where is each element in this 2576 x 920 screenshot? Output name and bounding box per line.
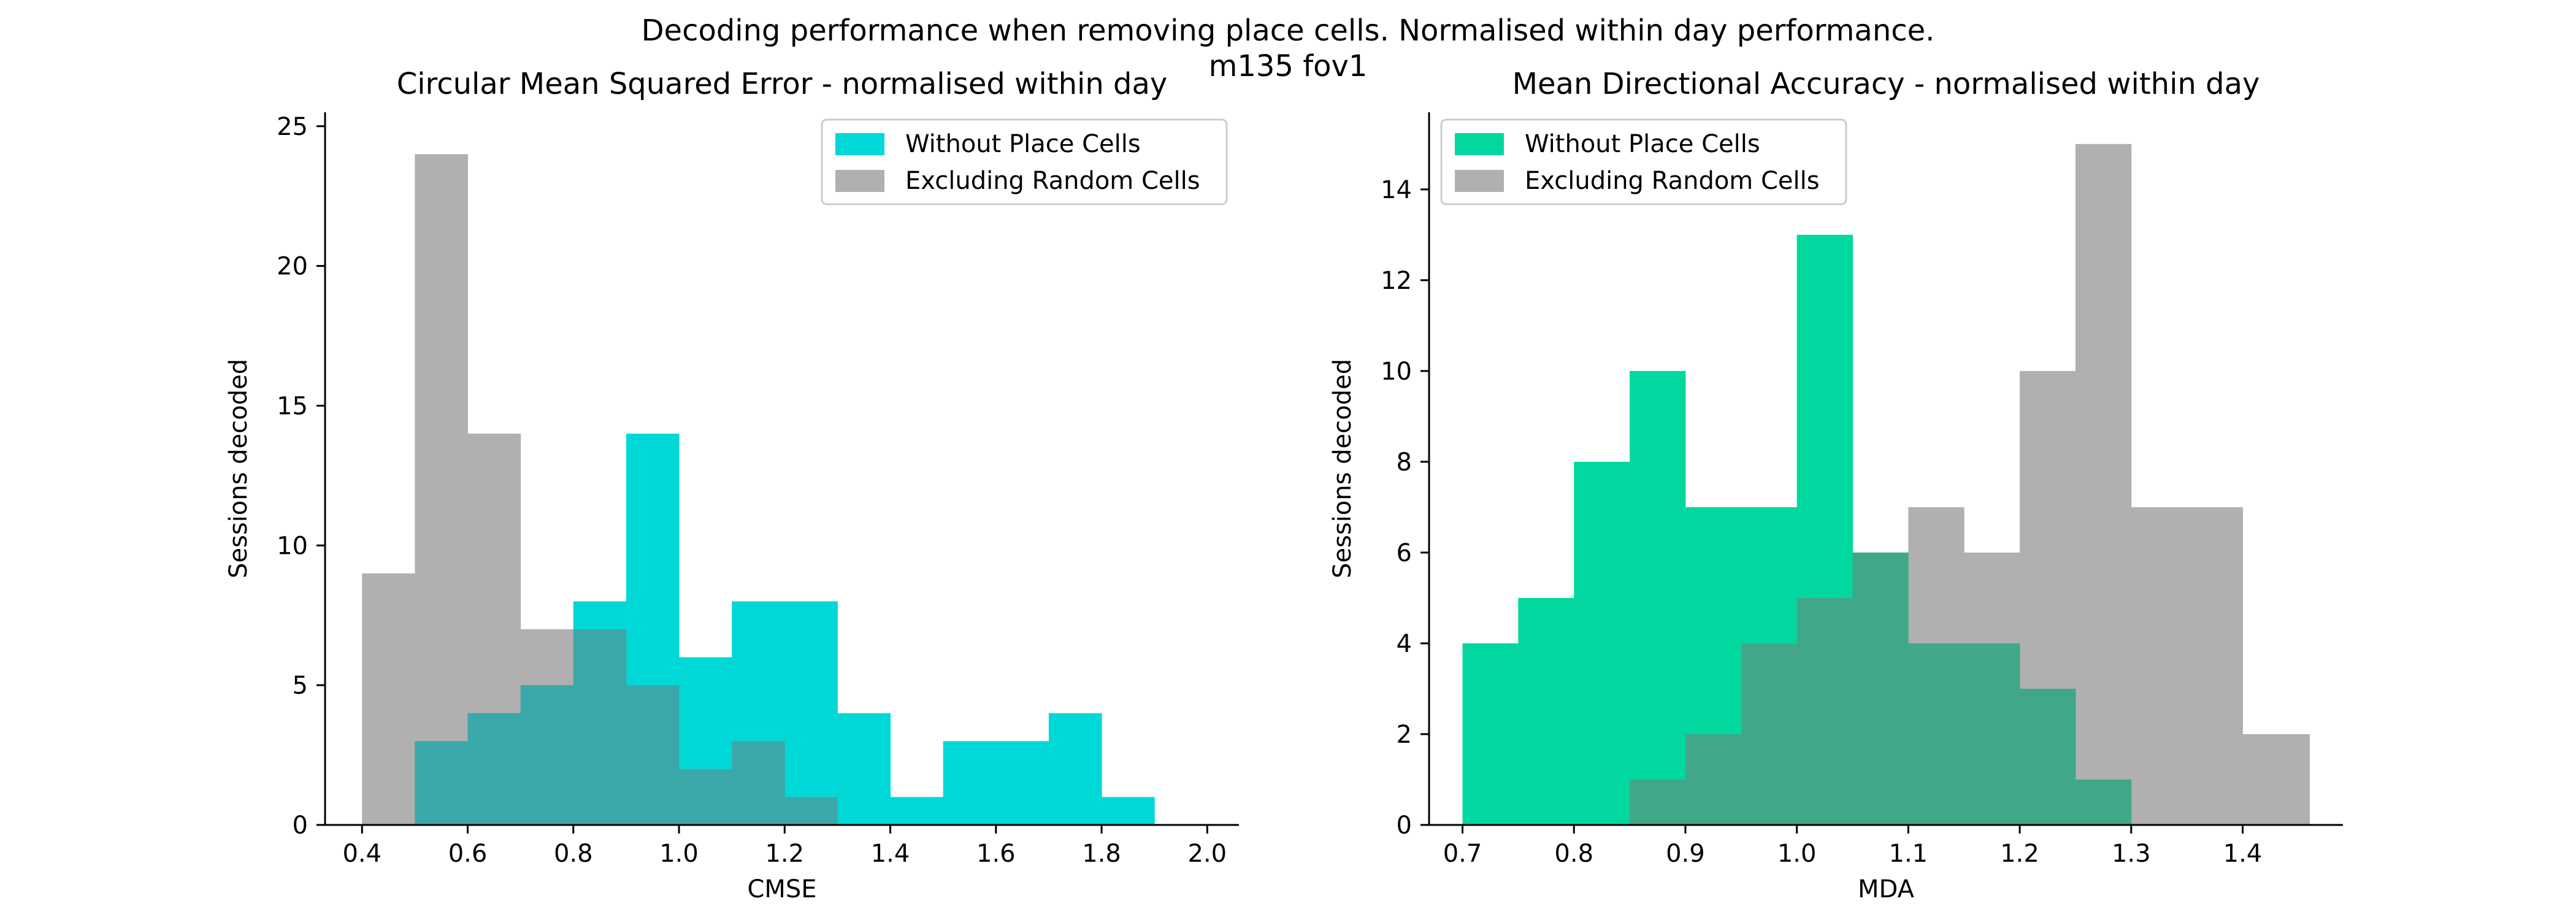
cmse-y-tick-label: 10 xyxy=(277,532,308,560)
mda-overlap-bar xyxy=(1685,734,1742,825)
mda-y-tick-label: 0 xyxy=(1397,811,1412,840)
cmse-y-tick-label: 25 xyxy=(277,113,308,141)
mda-x-tick-label: 0.7 xyxy=(1443,840,1482,868)
mda-bar xyxy=(2075,144,2132,825)
cmse-bar xyxy=(784,601,838,825)
mda-y-tick-label: 4 xyxy=(1397,630,1412,658)
mda-x-tick-label: 0.9 xyxy=(1666,840,1705,868)
cmse-y-tick-label: 15 xyxy=(277,392,308,420)
mda-overlap-bar xyxy=(1852,552,1909,825)
cmse-y-tick-label: 5 xyxy=(293,672,308,700)
cmse-x-axis-label: CMSE xyxy=(747,875,816,903)
mda-bar xyxy=(1630,370,1686,825)
mda-y-axis-label: Sessions decoded xyxy=(1328,359,1357,578)
mda-bar xyxy=(2187,507,2243,825)
mda-y-tick-label: 10 xyxy=(1381,358,1412,386)
cmse-bar xyxy=(943,741,997,825)
mda-overlap-bar xyxy=(1630,779,1686,825)
mda-overlap-bar xyxy=(2020,688,2076,825)
mda-overlap-bar xyxy=(2075,779,2132,825)
figure-suptitle-line2: m135 fov1 xyxy=(1209,49,1368,83)
mda-y-tick-label: 8 xyxy=(1397,448,1412,477)
mda-legend-swatch xyxy=(1455,133,1504,155)
cmse-x-tick-label: 0.8 xyxy=(554,840,593,868)
cmse-legend-label: Without Place Cells xyxy=(905,130,1141,158)
mda-bar xyxy=(1462,643,1519,825)
cmse-legend: Without Place Cells Excluding Random Cell… xyxy=(821,118,1228,205)
cmse-legend-swatch xyxy=(835,170,884,192)
cmse-x-tick-label: 1.8 xyxy=(1082,840,1121,868)
cmse-bar xyxy=(890,797,944,825)
mda-overlap-bar xyxy=(1964,643,2020,825)
cmse-overlap-bar xyxy=(467,713,521,825)
cmse-x-tick-label: 0.4 xyxy=(342,840,381,868)
cmse-overlap-bar xyxy=(679,769,732,825)
cmse-bar xyxy=(995,741,1049,825)
figure-suptitle-line1: Decoding performance when removing place… xyxy=(642,13,1935,48)
cmse-x-tick-label: 1.2 xyxy=(765,840,804,868)
mda-y-tick-label: 12 xyxy=(1381,267,1412,295)
mda-histogram-panel: 0.7 0.8 0.9 1.0 1.1 1.2 1.3 1.4 0 2 4 6 8 10 12 14 MDA Se… xyxy=(1328,67,2343,903)
cmse-x-tick-label: 2.0 xyxy=(1188,840,1227,868)
mda-x-tick-label: 1.0 xyxy=(1777,840,1817,868)
mda-x-tick-label: 0.8 xyxy=(1554,840,1593,868)
mda-x-axis-label: MDA xyxy=(1858,875,1915,903)
cmse-legend-label: Excluding Random Cells xyxy=(905,167,1200,195)
mda-overlap-bar xyxy=(1741,643,1798,825)
cmse-legend-swatch xyxy=(835,133,884,155)
cmse-legend-frame xyxy=(821,118,1228,205)
mda-overlap-region xyxy=(1630,552,2132,825)
mda-x-tick-label: 1.2 xyxy=(2000,840,2039,868)
mda-bar xyxy=(2242,734,2310,825)
mda-x-tick-label: 1.1 xyxy=(1889,840,1928,868)
cmse-bar xyxy=(415,154,469,826)
mda-y-tick-label: 2 xyxy=(1397,721,1412,749)
mda-chart-title: Mean Directional Accuracy - normalised w… xyxy=(1512,67,2260,101)
mda-x-tick-label: 1.4 xyxy=(2223,840,2263,868)
mda-bar xyxy=(2131,507,2188,825)
cmse-overlap-region xyxy=(415,629,838,825)
cmse-x-tick-label: 1.0 xyxy=(659,840,699,868)
mda-overlap-bar xyxy=(1908,643,1965,825)
mda-overlap-bar xyxy=(1796,597,1853,825)
cmse-overlap-bar xyxy=(573,629,627,825)
cmse-overlap-bar xyxy=(415,741,469,825)
cmse-x-tick-label: 1.4 xyxy=(871,840,910,868)
mda-y-tick-label: 6 xyxy=(1397,539,1412,567)
mda-bar xyxy=(1518,597,1574,825)
mda-legend-frame xyxy=(1440,118,1847,205)
mda-legend-label: Without Place Cells xyxy=(1525,130,1760,158)
mda-legend-label: Excluding Random Cells xyxy=(1525,167,1820,195)
cmse-overlap-bar xyxy=(784,797,838,825)
cmse-overlap-bar xyxy=(520,685,574,825)
cmse-bar xyxy=(362,573,415,825)
mda-legend-swatch xyxy=(1455,170,1504,192)
mda-y-tick-label: 14 xyxy=(1381,176,1412,204)
mda-legend: Without Place Cells Excluding Random Cell… xyxy=(1440,118,1847,205)
cmse-y-axis-label: Sessions decoded xyxy=(224,359,253,578)
cmse-y-tick-label: 0 xyxy=(293,811,308,840)
mda-x-tick-label: 1.3 xyxy=(2112,840,2151,868)
cmse-x-tick-label: 1.6 xyxy=(976,840,1016,868)
cmse-overlap-bar xyxy=(626,685,680,825)
cmse-x-tick-label: 0.6 xyxy=(448,840,488,868)
cmse-y-tick-label: 20 xyxy=(277,253,308,281)
cmse-bar xyxy=(837,713,891,825)
cmse-chart-title: Circular Mean Squared Error - normalised… xyxy=(397,67,1168,101)
mda-bar xyxy=(1574,461,1630,825)
cmse-overlap-bar xyxy=(732,741,785,825)
cmse-bar xyxy=(1048,713,1102,825)
cmse-bar xyxy=(1102,797,1155,825)
cmse-histogram-panel: 0.4 0.6 0.8 1.0 1.2 1.4 1.6 1.8 2.0 0 5 10 15 20 25 CMS… xyxy=(224,67,1239,903)
